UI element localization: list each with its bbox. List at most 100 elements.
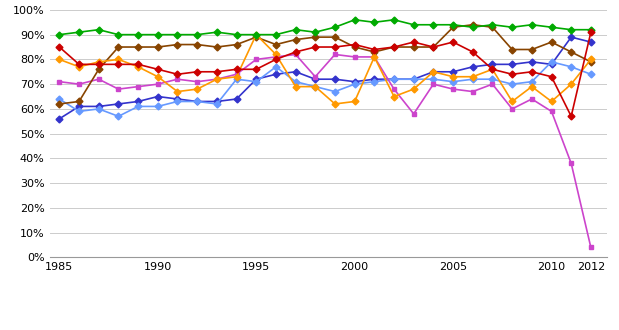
ドイツ bbox=[449, 40, 457, 44]
スウェーデン bbox=[56, 57, 63, 61]
ドイツ bbox=[371, 48, 378, 51]
日本 bbox=[56, 80, 63, 84]
韓国 bbox=[548, 40, 555, 44]
米国 bbox=[272, 72, 280, 76]
ドイツ bbox=[568, 115, 575, 118]
ドイツ bbox=[292, 50, 300, 54]
ドイツ bbox=[56, 45, 63, 49]
Line: フィンランド: フィンランド bbox=[57, 17, 593, 37]
スウェーデン bbox=[213, 77, 220, 81]
フランス bbox=[311, 85, 319, 89]
米国 bbox=[331, 77, 339, 81]
日本 bbox=[115, 87, 122, 91]
韓国 bbox=[528, 48, 535, 51]
韓国 bbox=[430, 45, 437, 49]
米国 bbox=[311, 77, 319, 81]
日本 bbox=[233, 72, 240, 76]
ドイツ bbox=[233, 67, 240, 71]
スウェーデン bbox=[568, 82, 575, 86]
フランス bbox=[587, 72, 595, 76]
スウェーデン bbox=[548, 100, 555, 104]
スウェーデン bbox=[391, 94, 398, 98]
米国 bbox=[194, 100, 201, 104]
スウェーデン bbox=[489, 67, 496, 71]
ドイツ bbox=[76, 62, 83, 66]
フランス bbox=[548, 60, 555, 64]
ドイツ bbox=[154, 67, 162, 71]
フランス bbox=[213, 102, 220, 106]
日本 bbox=[528, 97, 535, 101]
フィンランド bbox=[548, 25, 555, 29]
韓国 bbox=[174, 43, 181, 47]
日本 bbox=[311, 75, 319, 79]
韓国 bbox=[213, 45, 220, 49]
日本 bbox=[449, 87, 457, 91]
韓国 bbox=[568, 50, 575, 54]
米国 bbox=[528, 60, 535, 64]
韓国 bbox=[154, 45, 162, 49]
フランス bbox=[76, 110, 83, 114]
スウェーデン bbox=[331, 102, 339, 106]
韓国 bbox=[292, 38, 300, 42]
フランス bbox=[253, 80, 260, 84]
韓国 bbox=[194, 43, 201, 47]
米国 bbox=[371, 77, 378, 81]
日本 bbox=[351, 55, 358, 59]
フランス bbox=[351, 82, 358, 86]
フランス bbox=[568, 65, 575, 69]
韓国 bbox=[253, 35, 260, 39]
フィンランド bbox=[311, 30, 319, 34]
米国 bbox=[430, 70, 437, 74]
米国 bbox=[174, 97, 181, 101]
フィンランド bbox=[410, 23, 417, 27]
米国 bbox=[469, 65, 477, 69]
韓国 bbox=[587, 60, 595, 64]
スウェーデン bbox=[233, 75, 240, 79]
フランス bbox=[410, 77, 417, 81]
韓国 bbox=[311, 35, 319, 39]
スウェーデン bbox=[311, 85, 319, 89]
米国 bbox=[253, 77, 260, 81]
スウェーデン bbox=[351, 100, 358, 104]
フィンランド bbox=[292, 28, 300, 32]
韓国 bbox=[391, 45, 398, 49]
米国 bbox=[154, 94, 162, 98]
フィンランド bbox=[391, 18, 398, 22]
フィンランド bbox=[95, 28, 103, 32]
フィンランド bbox=[351, 18, 358, 22]
日本 bbox=[272, 55, 280, 59]
ドイツ bbox=[469, 50, 477, 54]
米国 bbox=[134, 100, 142, 104]
フィンランド bbox=[115, 33, 122, 37]
Line: 米国: 米国 bbox=[57, 35, 593, 121]
ドイツ bbox=[174, 72, 181, 76]
フランス bbox=[391, 77, 398, 81]
ドイツ bbox=[331, 45, 339, 49]
米国 bbox=[391, 77, 398, 81]
日本 bbox=[430, 82, 437, 86]
韓国 bbox=[115, 45, 122, 49]
フランス bbox=[331, 90, 339, 94]
スウェーデン bbox=[253, 33, 260, 37]
米国 bbox=[508, 62, 516, 66]
ドイツ bbox=[213, 70, 220, 74]
スウェーデン bbox=[194, 87, 201, 91]
フィンランド bbox=[174, 33, 181, 37]
スウェーデン bbox=[430, 70, 437, 74]
ドイツ bbox=[134, 62, 142, 66]
フィンランド bbox=[469, 25, 477, 29]
日本 bbox=[568, 161, 575, 165]
Line: フランス: フランス bbox=[57, 59, 593, 119]
ドイツ bbox=[489, 67, 496, 71]
フィンランド bbox=[371, 20, 378, 24]
日本 bbox=[253, 57, 260, 61]
フランス bbox=[371, 80, 378, 84]
日本 bbox=[548, 110, 555, 114]
フィンランド bbox=[587, 28, 595, 32]
フランス bbox=[508, 82, 516, 86]
スウェーデン bbox=[154, 75, 162, 79]
韓国 bbox=[489, 25, 496, 29]
ドイツ bbox=[410, 40, 417, 44]
フランス bbox=[528, 80, 535, 84]
日本 bbox=[587, 246, 595, 249]
